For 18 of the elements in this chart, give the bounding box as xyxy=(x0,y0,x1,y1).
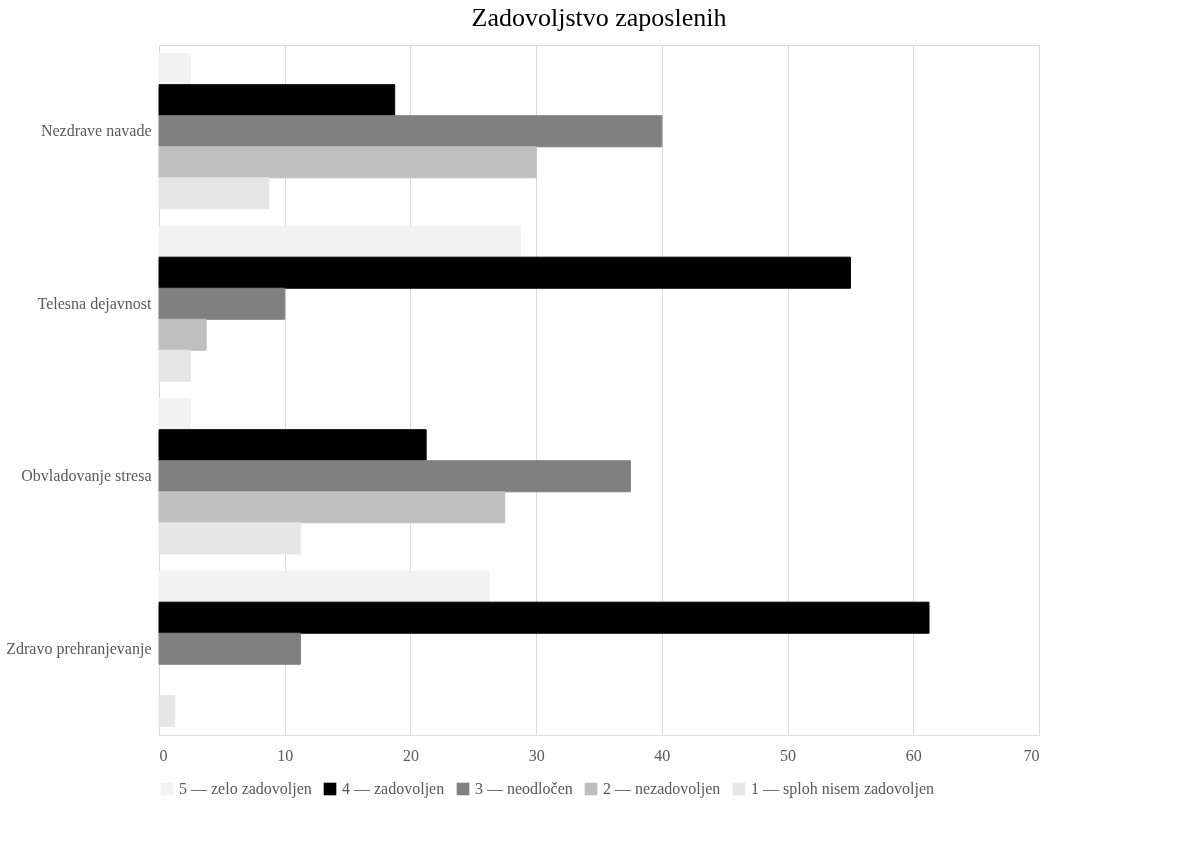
x-tick-label: 10 xyxy=(277,746,294,764)
x-tick-label: 60 xyxy=(905,746,922,764)
y-tick-label: Telesna dejavnost xyxy=(37,294,153,313)
x-tick-label: 30 xyxy=(528,746,545,764)
x-tick-label: 0 xyxy=(159,746,168,764)
legend-label: 1 — sploh nisem zadovoljen xyxy=(751,780,935,798)
x-tick-label: 70 xyxy=(1023,746,1040,764)
y-tick-label: Obvladovanje stresa xyxy=(21,467,152,486)
x-tick-label: 20 xyxy=(402,746,419,764)
chart-title: Zadovoljstvo zaposlenih xyxy=(471,3,727,32)
y-tick-label: Zdravo prehranjevanje xyxy=(6,639,152,658)
x-tick-label: 50 xyxy=(780,746,797,764)
legend-label: 4 — zadovoljen xyxy=(342,780,445,798)
legend-label: 2 — nezadovoljen xyxy=(603,780,721,798)
y-tick-label: Nezdrave navade xyxy=(40,122,152,140)
legend-label: 3 — neodločen xyxy=(475,780,573,797)
x-tick-label: 40 xyxy=(654,746,671,764)
legend-label: 5 — zelo zadovoljen xyxy=(179,780,312,798)
